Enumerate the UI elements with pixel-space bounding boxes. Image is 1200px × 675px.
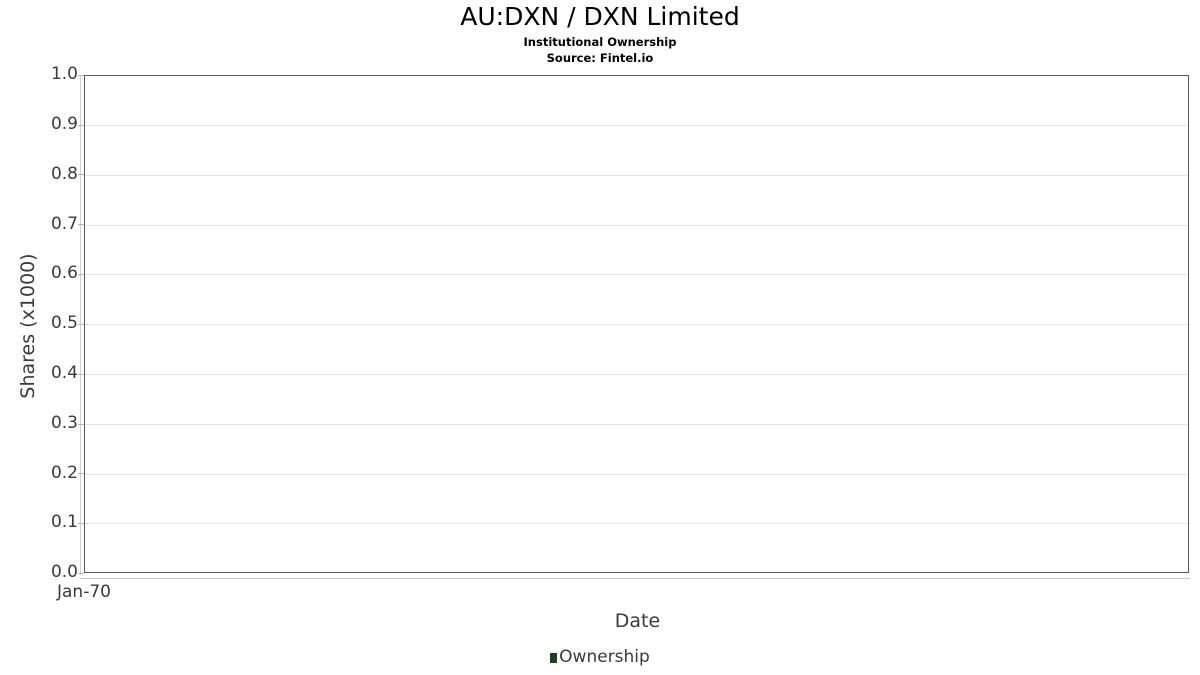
y-axis-tick-label: 0.6 xyxy=(50,263,78,283)
y-axis-tick-mark xyxy=(78,374,84,375)
y-axis-tick-mark xyxy=(78,473,84,474)
y-axis-tick-mark xyxy=(78,523,84,524)
plot-area xyxy=(84,75,1189,573)
gridline xyxy=(85,274,1188,275)
chart-title: AU:DXN / DXN Limited xyxy=(460,2,740,31)
x-axis-outer-spine xyxy=(80,578,1190,579)
gridline xyxy=(85,374,1188,375)
legend-item-label: Ownership xyxy=(559,647,650,667)
gridline xyxy=(85,523,1188,524)
gridline xyxy=(85,324,1188,325)
chart-subtitle: Institutional Ownership xyxy=(523,35,677,49)
x-axis-tick-label: Jan-70 xyxy=(57,582,111,602)
y-axis-tick-mark xyxy=(78,174,84,175)
gridline xyxy=(85,474,1188,475)
y-axis-tick-label: 1.0 xyxy=(50,64,78,84)
y-axis-tick-label: 0.7 xyxy=(50,214,78,234)
y-axis-tick-mark xyxy=(78,125,84,126)
y-axis-tick-mark xyxy=(78,324,84,325)
y-axis-tick-label: 0.9 xyxy=(50,114,78,134)
y-axis-tick-label: 0.2 xyxy=(50,463,78,483)
gridline xyxy=(85,225,1188,226)
y-axis-tick-label: 0.8 xyxy=(50,164,78,184)
y-axis-tick-label: 0.3 xyxy=(50,413,78,433)
chart-source-attribution: Source: Fintel.io xyxy=(546,51,654,65)
gridline xyxy=(85,175,1188,176)
legend-color-swatch-icon xyxy=(550,652,558,663)
legend-item-ownership[interactable]: Ownership xyxy=(550,648,650,667)
y-axis-tick-mark xyxy=(78,573,84,574)
y-axis-tick-mark xyxy=(78,224,84,225)
y-axis-tick-label: 0.0 xyxy=(50,562,78,582)
series-plot-layer xyxy=(85,76,1188,572)
chart-legend: Ownership xyxy=(0,648,1200,667)
y-axis-tick-mark xyxy=(78,274,84,275)
x-axis-title: Date xyxy=(614,610,661,632)
y-axis-tick-label: 0.4 xyxy=(50,363,78,383)
y-axis-tick-label: 0.1 xyxy=(50,512,78,532)
y-axis-tick-mark xyxy=(78,75,84,76)
gridline xyxy=(85,125,1188,126)
y-axis-outer-spine xyxy=(80,75,81,575)
y-axis-tick-label: 0.5 xyxy=(50,313,78,333)
gridline xyxy=(85,424,1188,425)
y-axis-tick-mark xyxy=(78,424,84,425)
